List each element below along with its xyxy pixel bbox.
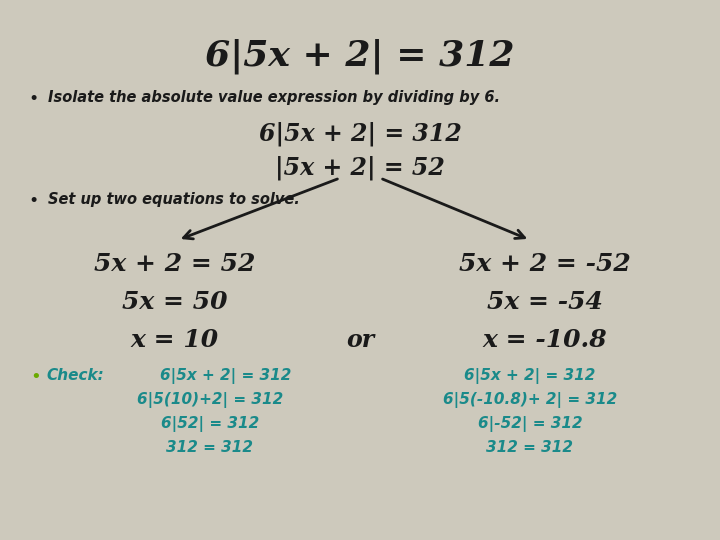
Text: x = -10.8: x = -10.8 [482,328,607,352]
Text: 6|5x + 2| = 312: 6|5x + 2| = 312 [258,122,462,146]
Text: 5x + 2 = -52: 5x + 2 = -52 [459,252,631,276]
Text: x = 10: x = 10 [131,328,219,352]
Text: 6|5x + 2| = 312: 6|5x + 2| = 312 [160,368,292,384]
Text: 312 = 312: 312 = 312 [487,440,574,455]
Text: 5x = 50: 5x = 50 [122,290,228,314]
Text: 312 = 312: 312 = 312 [166,440,253,455]
Text: Set up two equations to solve.: Set up two equations to solve. [48,192,300,207]
Text: Isolate the absolute value expression by dividing by 6.: Isolate the absolute value expression by… [48,90,500,105]
Text: 6|5(-10.8)+ 2| = 312: 6|5(-10.8)+ 2| = 312 [443,392,617,408]
Text: 5x = -54: 5x = -54 [487,290,603,314]
Text: |5x + 2| = 52: |5x + 2| = 52 [275,155,445,179]
Text: 6|52| = 312: 6|52| = 312 [161,416,259,432]
Text: 6|5(10)+2| = 312: 6|5(10)+2| = 312 [137,392,283,408]
Text: or: or [346,328,374,352]
Text: Check:: Check: [46,368,104,383]
Text: •: • [30,368,41,386]
Text: 6|-52| = 312: 6|-52| = 312 [477,416,582,432]
Text: •: • [28,192,38,210]
Text: 6|5x + 2| = 312: 6|5x + 2| = 312 [205,38,515,73]
Text: 6|5x + 2| = 312: 6|5x + 2| = 312 [464,368,595,384]
Text: 5x + 2 = 52: 5x + 2 = 52 [94,252,256,276]
Text: •: • [28,90,38,108]
